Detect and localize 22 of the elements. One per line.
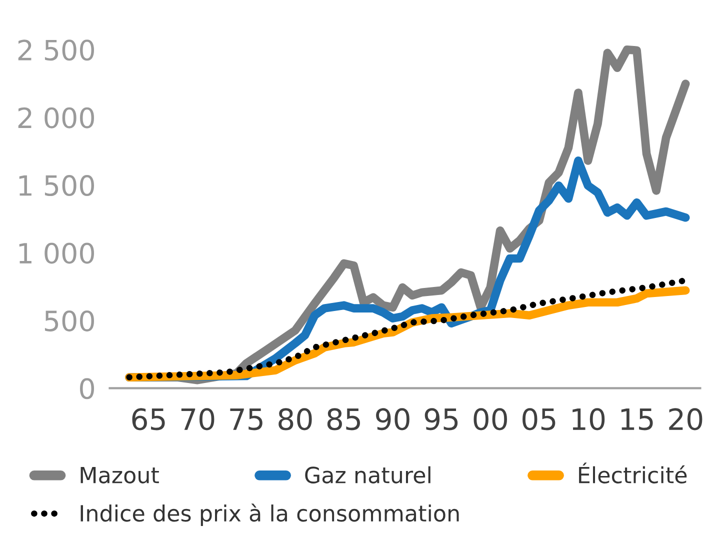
x-tick-label: 80 <box>278 408 312 430</box>
x-tick-label: 00 <box>474 408 507 430</box>
x-tick-label: 15 <box>621 408 653 430</box>
x-tick-label: 90 <box>376 408 410 430</box>
x-tick-label: 05 <box>522 408 556 430</box>
legend-label: Mazout <box>80 466 159 484</box>
x-tick-label: 10 <box>572 408 605 430</box>
y-tick-label: 2 500 <box>18 40 94 61</box>
x-tick-label: 20 <box>669 408 702 430</box>
y-tick-label: 500 <box>44 310 94 332</box>
y-tick-label: 0 <box>80 378 94 400</box>
y-tick-label: 1 500 <box>19 175 94 196</box>
legend-label: Indice des prix à la consommation <box>80 504 459 526</box>
legend-label: Gaz naturel <box>305 466 430 484</box>
legend-label: Électricité <box>579 462 687 484</box>
y-tick-label: 2 000 <box>18 107 94 128</box>
y-tick-label: 1 000 <box>19 242 94 264</box>
x-tick-label: 75 <box>230 408 262 430</box>
x-tick-label: 85 <box>327 408 360 430</box>
x-tick-label: 95 <box>424 408 458 430</box>
x-tick-label: 65 <box>132 408 165 430</box>
x-tick-label: 70 <box>181 408 214 430</box>
